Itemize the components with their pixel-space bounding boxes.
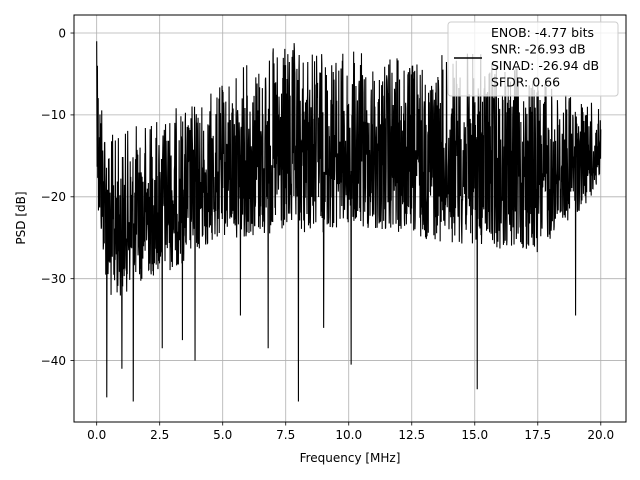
y-axis-ticks: 0 −10 −20 −30 −40 xyxy=(41,26,74,368)
legend-text: ENOB: -4.77 bits SNR: -26.93 dB SINAD: -… xyxy=(491,25,603,90)
legend-line-sfdr: SFDR: 0.66 xyxy=(491,75,560,90)
y-tick-label: −30 xyxy=(41,272,66,286)
y-axis-label: PSD [dB] xyxy=(14,191,28,244)
x-axis-label: Frequency [MHz] xyxy=(300,451,401,465)
x-tick-label: 7.5 xyxy=(276,428,295,442)
legend: ENOB: -4.77 bits SNR: -26.93 dB SINAD: -… xyxy=(447,21,619,97)
x-tick-label: 15.0 xyxy=(461,428,488,442)
legend-line-snr: SNR: -26.93 dB xyxy=(491,42,586,57)
y-tick-label: −20 xyxy=(41,190,66,204)
legend-line-enob: ENOB: -4.77 bits xyxy=(491,25,594,40)
legend-line-sinad: SINAD: -26.94 dB xyxy=(491,58,599,73)
x-tick-label: 0.0 xyxy=(87,428,106,442)
psd-series-line xyxy=(96,41,602,402)
x-tick-label: 10.0 xyxy=(335,428,362,442)
legend-box xyxy=(447,21,619,97)
x-tick-label: 17.5 xyxy=(524,428,551,442)
y-tick-label: −40 xyxy=(41,354,66,368)
y-tick-label: −10 xyxy=(41,108,66,122)
plot-frame xyxy=(73,14,627,423)
x-tick-label: 20.0 xyxy=(587,428,614,442)
y-tick-label: 0 xyxy=(58,26,66,40)
x-tick-label: 5.0 xyxy=(213,428,232,442)
x-axis-ticks: 0.0 2.5 5.0 7.5 10.0 12.5 15.0 17.5 20.0 xyxy=(87,422,614,442)
x-tick-label: 12.5 xyxy=(398,428,425,442)
x-tick-label: 2.5 xyxy=(150,428,169,442)
